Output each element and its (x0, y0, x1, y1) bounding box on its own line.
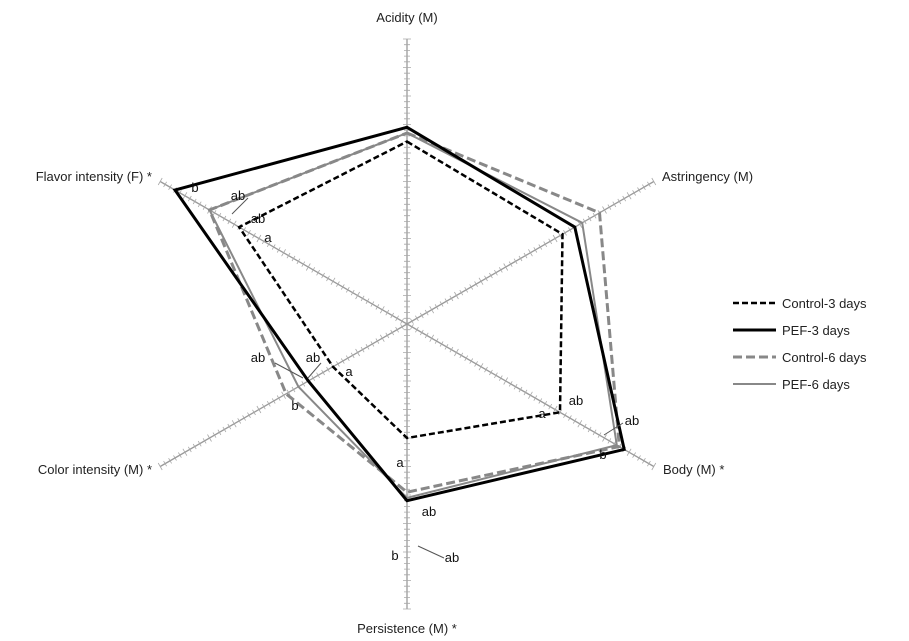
significance-label: ab (445, 550, 459, 565)
legend: Control-3 days PEF-3 days Control-6 days… (733, 296, 867, 392)
series-pef-6-days (208, 131, 618, 500)
significance-label: a (264, 230, 272, 245)
axis-label-flavor-intensity: Flavor intensity (F) * (36, 169, 152, 184)
label-leader (417, 545, 445, 559)
legend-label: Control-6 days (782, 350, 867, 365)
legend-item-control-3-days: Control-3 days (733, 296, 867, 311)
label-leader (231, 197, 249, 215)
significance-label: b (191, 180, 198, 195)
significance-label: b (391, 548, 398, 563)
axis-ticks (403, 38, 411, 319)
legend-item-control-6-days: Control-6 days (733, 350, 867, 365)
significance-label: ab (251, 211, 265, 226)
label-leader (274, 362, 304, 379)
legend-item-pef-3-days: PEF-3 days (733, 323, 850, 338)
significance-label: ab (422, 504, 436, 519)
significance-label: b (291, 398, 298, 413)
significance-label: a (396, 455, 404, 470)
axes-layer (157, 38, 657, 610)
significance-label: a (345, 364, 353, 379)
axis-ticks (410, 324, 657, 471)
significance-label: ab (231, 188, 245, 203)
label-leader (603, 422, 624, 436)
axis-ticks (157, 324, 404, 471)
significance-label: b (599, 447, 606, 462)
axis-label-persistence: Persistence (M) * (357, 621, 457, 636)
axis-label-color-intensity: Color intensity (M) * (38, 462, 152, 477)
legend-label: PEF-6 days (782, 377, 850, 392)
axis-ticks (403, 329, 411, 610)
legend-label: Control-3 days (782, 296, 867, 311)
significance-label: ab (625, 413, 639, 428)
significance-label: ab (306, 350, 320, 365)
label-leader (307, 362, 322, 379)
axis-label-acidity: Acidity (M) (376, 10, 437, 25)
axis-label-body: Body (M) * (663, 462, 724, 477)
significance-label: ab (569, 393, 583, 408)
legend-item-pef-6-days: PEF-6 days (733, 377, 850, 392)
series-layer (172, 125, 626, 503)
labels-layer: Acidity (M) Astringency (M) Body (M) * P… (36, 10, 753, 636)
series-control-3-days (237, 140, 564, 440)
series-pef-3-days (172, 125, 626, 503)
significance-label: ab (251, 350, 265, 365)
significance-label: a (538, 406, 546, 421)
legend-label: PEF-3 days (782, 323, 850, 338)
axis-label-astringency: Astringency (M) (662, 169, 753, 184)
